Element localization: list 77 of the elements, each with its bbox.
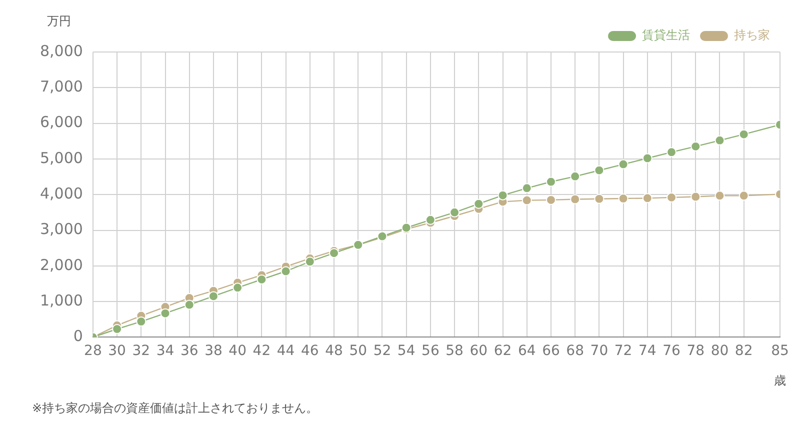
point <box>690 192 701 202</box>
x-tick-label: 30 <box>108 343 126 360</box>
x-tick-label: 44 <box>276 343 295 360</box>
x-tick-label: 62 <box>494 343 512 360</box>
x-tick-label: 28 <box>84 343 102 360</box>
point <box>666 192 677 202</box>
y-tick-label: 8,000 <box>40 42 83 60</box>
y-tick-label: 1,000 <box>40 291 83 310</box>
x-tick-label: 34 <box>156 343 174 360</box>
point <box>666 147 677 158</box>
point <box>474 198 484 209</box>
y-tick-label: 5,000 <box>40 148 83 167</box>
point <box>570 194 580 204</box>
x-tick-label: 82 <box>734 343 753 360</box>
x-axis-title: 歳 <box>774 373 786 388</box>
point <box>329 248 340 258</box>
y-tick-label: 0 <box>73 327 83 346</box>
x-tick-label: 70 <box>590 343 608 360</box>
point <box>642 153 652 164</box>
point <box>738 190 749 201</box>
text: ※持ち家の場合の資産価値は計上されておりません。 <box>32 400 318 417</box>
point <box>642 193 652 204</box>
x-tick-label: 74 <box>638 343 656 360</box>
x-tick-label: 60 <box>470 343 488 360</box>
x-tick-label: 85 <box>771 343 789 360</box>
point <box>714 135 725 146</box>
x-tick-label: 56 <box>422 343 440 360</box>
y-tick-label: 6,000 <box>40 113 83 132</box>
point <box>160 308 170 318</box>
point <box>280 266 291 276</box>
x-tick-label: 48 <box>325 343 343 360</box>
point <box>425 214 436 225</box>
point <box>498 190 508 200</box>
point <box>570 171 580 182</box>
x-tick-label: 76 <box>662 343 681 360</box>
x-tick-label: 68 <box>566 343 584 360</box>
point <box>618 159 628 170</box>
point <box>136 316 146 327</box>
x-tick-label: 58 <box>446 343 464 360</box>
point <box>256 274 267 284</box>
x-tick-label: 66 <box>542 343 560 360</box>
y-tick-label: 3,000 <box>40 220 83 238</box>
x-tick-label: 40 <box>228 343 246 360</box>
point <box>714 190 725 201</box>
x-tick-label: 64 <box>518 343 536 360</box>
x-tick-label: 42 <box>252 343 271 360</box>
point <box>232 282 243 293</box>
y-tick-label: 4,000 <box>40 184 83 202</box>
legend-label: 持ち家 <box>734 28 770 42</box>
point <box>546 194 556 205</box>
point <box>450 207 460 218</box>
point <box>546 176 556 187</box>
legend-label: 賃貸生活 <box>642 28 690 42</box>
x-tick-label: 46 <box>300 343 319 360</box>
x-tick-label: 54 <box>397 343 416 360</box>
x-tick-label: 36 <box>180 343 198 360</box>
point <box>522 195 532 206</box>
x-tick-label: 32 <box>132 343 150 360</box>
x-tick-label: 78 <box>686 343 705 360</box>
point <box>594 165 604 176</box>
y-tick-label: 2,000 <box>40 256 83 274</box>
point <box>184 300 194 310</box>
x-tick-label: 52 <box>373 343 392 360</box>
point <box>738 129 749 140</box>
x-tick-label: 72 <box>614 343 632 360</box>
x-tick-label: 80 <box>710 343 729 360</box>
point <box>690 141 701 152</box>
x-tick-label: 38 <box>204 343 222 360</box>
point <box>208 291 218 302</box>
point <box>618 194 628 204</box>
x-tick-label: 50 <box>349 343 368 360</box>
point <box>522 183 532 194</box>
point <box>304 256 315 267</box>
y-axis-title: 万円 <box>46 14 71 28</box>
point <box>112 324 122 334</box>
point <box>594 194 604 204</box>
y-tick-label: 7,000 <box>40 78 83 96</box>
